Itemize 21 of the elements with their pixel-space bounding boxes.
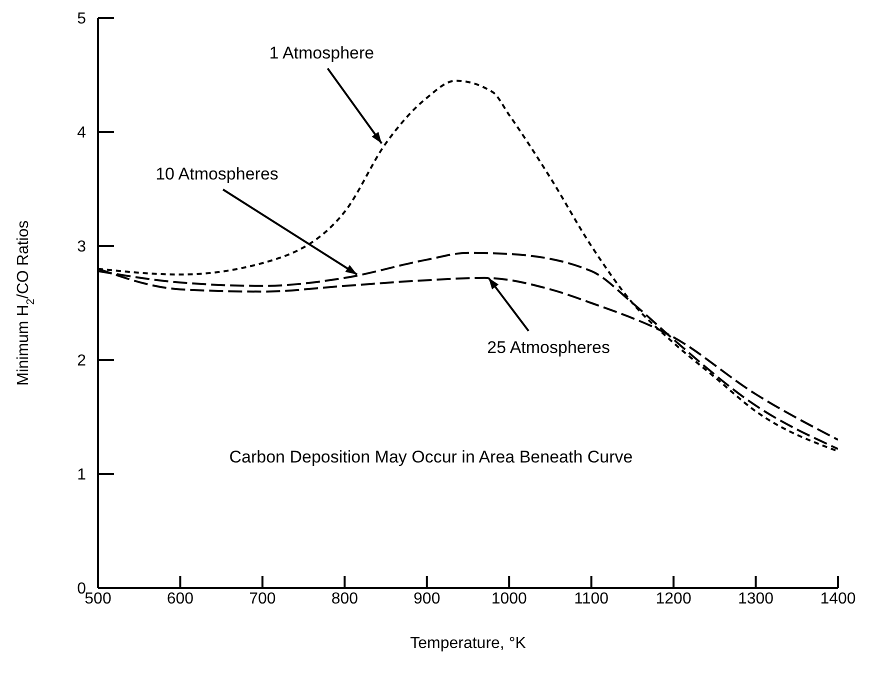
- x-tick-label: 600: [166, 590, 194, 608]
- annotation: 1 Atmosphere: [269, 43, 374, 62]
- y-tick-label: 5: [77, 10, 86, 28]
- x-tick-label: 1100: [574, 590, 609, 608]
- x-tick-label: 900: [414, 590, 440, 608]
- x-tick-label: 800: [331, 590, 358, 608]
- x-tick-label: 1300: [738, 590, 774, 608]
- y-tick-label: 3: [77, 238, 86, 256]
- y-tick-label: 2: [77, 352, 86, 370]
- y-tick-label: 0: [77, 580, 86, 598]
- annotation: 25 Atmospheres: [487, 338, 610, 357]
- x-tick-label: 500: [84, 590, 112, 608]
- y-tick-label: 1: [77, 466, 86, 484]
- x-tick-label: 1400: [820, 590, 856, 608]
- x-axis-title: Temperature, °K: [410, 635, 526, 652]
- x-tick-label: 700: [249, 590, 276, 608]
- y-tick-label: 4: [77, 124, 86, 142]
- annotation: 10 Atmospheres: [156, 164, 278, 184]
- x-tick-label: 1200: [656, 590, 692, 608]
- x-tick-label: 1000: [491, 590, 528, 608]
- annotation: Carbon Deposition May Occur in Area Beneath Curve: [229, 448, 633, 467]
